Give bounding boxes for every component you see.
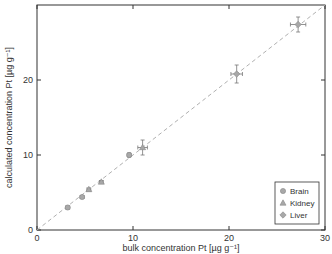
- legend-marker: [280, 212, 286, 218]
- legend-label: Kidney: [290, 199, 314, 208]
- plot-frame: [37, 5, 325, 230]
- legend-label: Liver: [290, 211, 308, 220]
- y-tick: [37, 155, 41, 156]
- data-point: [86, 186, 92, 191]
- legend: Brain Kidney Liver: [275, 182, 319, 224]
- legend-box: [275, 182, 319, 224]
- error-cap: [305, 23, 306, 27]
- error-cap: [235, 65, 239, 66]
- error-cap: [141, 155, 145, 156]
- data-point: [233, 71, 239, 77]
- legend-label: Brain: [290, 187, 309, 196]
- error-cap: [242, 72, 243, 76]
- x-tick-top: [37, 5, 38, 9]
- error-cap: [290, 23, 291, 27]
- x-tick-label: 0: [34, 233, 39, 243]
- x-tick-label: 30: [320, 233, 330, 243]
- error-cap: [230, 72, 231, 76]
- error-cap: [235, 83, 239, 84]
- reference-line: [37, 5, 325, 230]
- x-tick: [133, 226, 134, 230]
- data-point: [80, 194, 85, 199]
- y-tick-right: [321, 155, 325, 156]
- data-point: [295, 21, 301, 27]
- y-axis-label: calculated concentration Pt [µg g⁻¹]: [4, 47, 14, 188]
- x-tick: [325, 226, 326, 230]
- data-point: [140, 144, 146, 149]
- y-tick-right: [321, 80, 325, 81]
- x-tick-top: [133, 5, 134, 9]
- error-cap: [137, 146, 138, 150]
- y-tick-label: 20: [23, 75, 33, 85]
- plot-marks: [37, 5, 325, 230]
- y-tick-label: 0: [28, 225, 33, 235]
- x-tick-label: 20: [224, 233, 234, 243]
- x-tick-top: [229, 5, 230, 9]
- error-cap: [147, 146, 148, 150]
- legend-marker: [280, 200, 286, 205]
- x-tick: [229, 226, 230, 230]
- y-tick: [37, 80, 41, 81]
- data-point: [127, 152, 132, 157]
- data-point: [98, 179, 104, 184]
- y-tick-label: 10: [23, 150, 33, 160]
- legend-marker: [280, 188, 285, 193]
- error-cap: [296, 32, 300, 33]
- error-cap: [296, 17, 300, 18]
- error-cap: [141, 140, 145, 141]
- x-tick-label: 10: [128, 233, 138, 243]
- data-point: [65, 205, 70, 210]
- y-tick-right: [321, 230, 325, 231]
- chart: 010203001020bulk concentration Pt [µg g⁻…: [0, 0, 332, 254]
- x-axis-label: bulk concentration Pt [µg g⁻¹]: [123, 243, 240, 253]
